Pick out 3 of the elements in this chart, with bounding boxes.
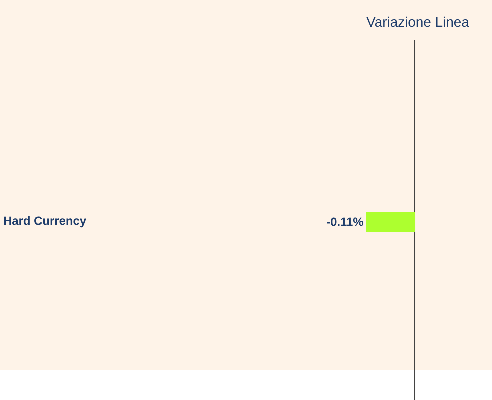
y-tick-label: Hard Currency xyxy=(4,216,86,228)
chart-title: Variazione Linea xyxy=(366,16,470,28)
data-label: -0.11% xyxy=(327,218,364,226)
